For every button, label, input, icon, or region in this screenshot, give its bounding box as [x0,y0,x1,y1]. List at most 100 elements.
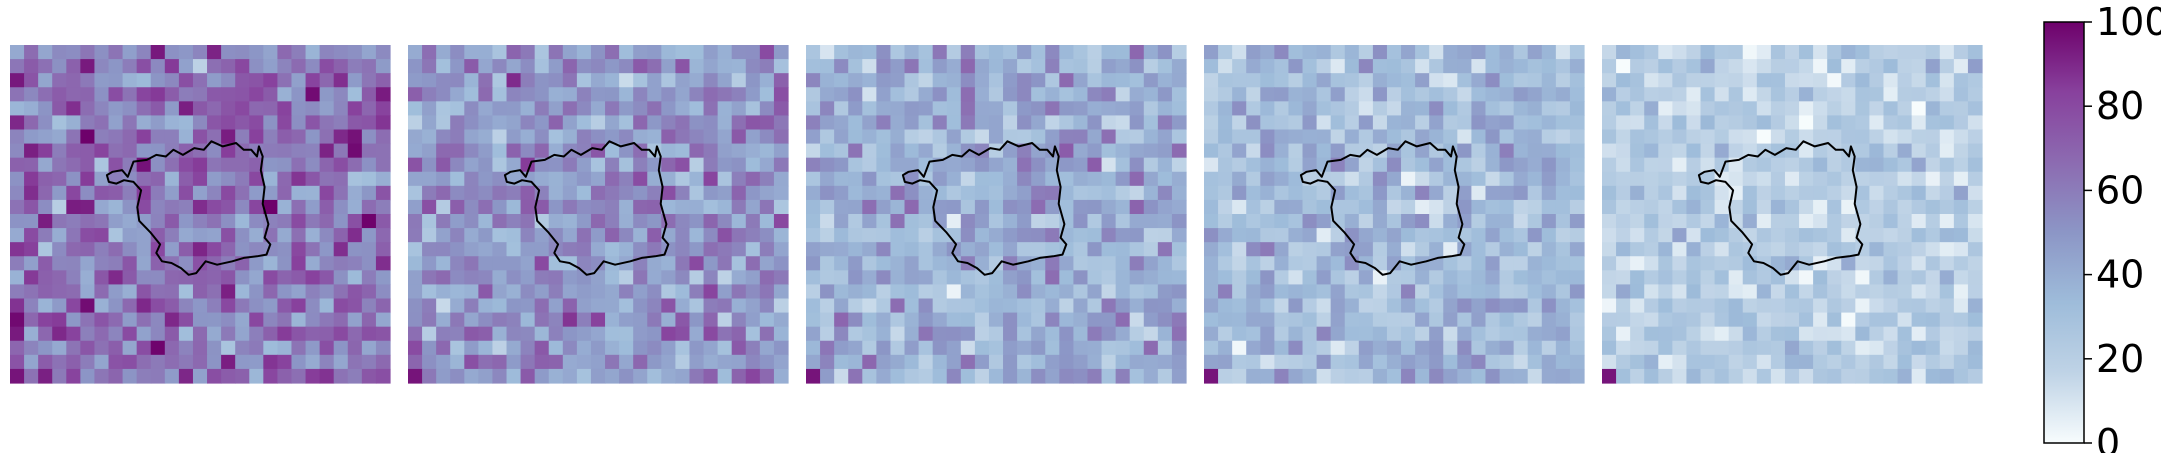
heatmap-cell [291,157,307,173]
heatmap-cell [590,73,606,88]
heatmap-cell [1770,115,1786,131]
heatmap-cell [806,214,821,229]
heatmap-cell [164,129,180,145]
heatmap-cell [1672,368,1688,384]
heatmap-cell [1841,129,1856,145]
heatmap-cell [506,87,522,102]
heatmap-cell [1415,73,1430,88]
heatmap-cell [1429,242,1444,257]
heatmap-cell [1742,45,1758,60]
heatmap-cell [1644,256,1659,271]
heatmap-cell [562,326,578,342]
heatmap-cell [66,368,81,384]
heatmap-cell [1813,115,1828,131]
heatmap-cell [759,129,775,145]
heatmap-cell [1288,73,1304,88]
heatmap-cell [1386,157,1402,173]
heatmap-cell [38,101,53,117]
heatmap-cell [1967,298,1983,314]
heatmap-cell [1386,199,1402,215]
heatmap-cell [1031,185,1046,201]
heatmap-cell [1344,368,1360,384]
heatmap-cell [1218,171,1233,187]
heatmap-cell [590,157,606,173]
heatmap-cell [1630,368,1645,384]
heatmap-cell [1246,340,1261,356]
heatmap-cell [192,242,208,257]
heatmap-cell [633,214,648,229]
heatmap-cell [122,228,138,243]
heatmap-cell [291,129,307,145]
heatmap-cell [890,143,906,159]
heatmap-cell [1115,354,1131,370]
heatmap-cell [1171,171,1187,187]
heatmap-cell [932,284,948,300]
heatmap-cell [1686,157,1702,173]
heatmap-cell [1569,73,1585,88]
heatmap-cell [1232,199,1247,215]
heatmap-cell [834,185,849,201]
heatmap-cell [1143,368,1159,384]
heatmap-cell [1644,242,1659,257]
heatmap-cell [1953,284,1969,300]
heatmap-cell [333,73,349,88]
heatmap-cell [347,199,363,215]
heatmap-cell [1869,157,1885,173]
heatmap-cell [1457,59,1472,74]
heatmap-cell [1157,228,1173,243]
heatmap-cell [1855,199,1870,215]
heatmap-cell [1485,45,1501,60]
heatmap-cell [361,340,377,356]
heatmap-cell [1129,185,1145,201]
heatmap-cell [988,129,1004,145]
heatmap-cell [1171,185,1187,201]
heatmap-cell [1443,59,1458,74]
heatmap-cell [207,354,222,370]
heatmap-cell [1073,199,1089,215]
heatmap-cell [492,171,508,187]
heatmap-cell [1302,157,1318,173]
heatmap-cell [375,101,391,117]
heatmap-cell [52,199,67,215]
heatmap-cell [1358,326,1374,342]
heatmap-cell [675,298,691,314]
heatmap-cell [1953,199,1969,215]
heatmap-cell [66,171,81,187]
heatmap-cell [1157,326,1173,342]
heatmap-cell [1541,256,1557,271]
heatmap-cell [408,326,423,342]
heatmap-cell [1316,354,1332,370]
heatmap-cell [974,214,990,229]
heatmap-cell [932,368,948,384]
heatmap-cell [1756,242,1772,257]
heatmap-cell [1799,157,1814,173]
heatmap-cell [52,228,67,243]
heatmap-cell [820,326,835,342]
heatmap-cell [1471,115,1487,131]
heatmap-cell [1784,185,1800,201]
heatmap-cell [576,354,592,370]
heatmap-cell [1541,101,1557,117]
heatmap-cell [1602,129,1617,145]
heatmap-cell [834,270,849,286]
heatmap-cell [506,312,522,328]
heatmap-cell [1616,340,1631,356]
heatmap-cell [66,284,81,300]
heatmap-cell [1569,340,1585,356]
heatmap-cell [1953,59,1969,74]
heatmap-cell [862,284,877,300]
heatmap-cell [1527,199,1543,215]
heatmap-cell [221,242,236,257]
heatmap-cell [1925,73,1941,88]
heatmap-cell [1658,115,1673,131]
heatmap-cell [1059,129,1074,145]
heatmap-cell [1616,73,1631,88]
heatmap-cell [1059,115,1074,131]
heatmap-cell [1429,59,1444,74]
heatmap-cell [1129,340,1145,356]
heatmap-cell [1087,298,1103,314]
heatmap-cell [1869,326,1885,342]
heatmap-cell [1967,185,1983,201]
heatmap-cell [506,228,522,243]
heatmap-cell [1401,157,1416,173]
